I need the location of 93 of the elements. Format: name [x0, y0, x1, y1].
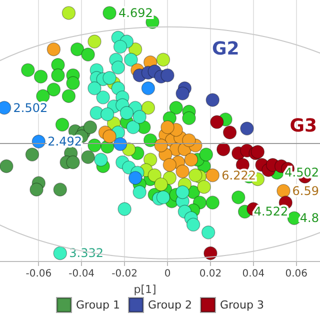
point: [32, 134, 46, 148]
point: [53, 246, 67, 260]
x-tick-label: 0: [164, 268, 171, 280]
annotation: 2.492: [48, 134, 82, 149]
point: [62, 89, 76, 103]
point: [118, 202, 132, 216]
x-tick-label: 0.02: [199, 268, 222, 280]
annotation: 4.8: [300, 211, 320, 226]
point: [206, 196, 220, 210]
annotation: 4.502: [284, 166, 320, 180]
point: [156, 52, 170, 67]
annotation: 6.59: [292, 184, 319, 198]
point: [113, 137, 128, 151]
point: [222, 126, 237, 140]
point: [96, 90, 110, 104]
point: [141, 100, 156, 115]
point: [70, 42, 84, 56]
point: [148, 168, 162, 182]
x-axis-title: p[1]: [134, 282, 156, 296]
point: [113, 40, 128, 54]
point: [55, 118, 70, 132]
point: [276, 184, 290, 198]
point: [102, 71, 116, 85]
point: [240, 122, 254, 136]
point: [30, 182, 44, 196]
point: [81, 150, 95, 164]
point: [126, 120, 140, 134]
legend-label: Group 3: [220, 298, 264, 312]
annotation: 4.692: [118, 6, 153, 20]
point: [182, 133, 196, 148]
point: [21, 63, 35, 77]
point: [216, 142, 230, 156]
point: [94, 152, 108, 167]
point: [201, 226, 216, 240]
point: [176, 185, 190, 200]
point: [160, 68, 174, 82]
point: [34, 70, 48, 84]
point: [88, 81, 102, 96]
point: [206, 168, 220, 182]
x-tick-label: -0.04: [68, 268, 95, 280]
point: [111, 60, 125, 74]
legend-label: Group 2: [148, 298, 192, 312]
x-tick-label: -0.02: [112, 268, 138, 280]
point: [36, 89, 50, 103]
point: [184, 152, 198, 167]
point: [204, 246, 218, 260]
point: [154, 138, 168, 152]
point: [132, 110, 146, 124]
point: [176, 86, 190, 100]
point: [160, 120, 174, 134]
point: [46, 42, 61, 56]
point: [199, 148, 214, 162]
point: [100, 107, 114, 122]
point: [51, 68, 65, 82]
point: [188, 168, 202, 182]
point: [176, 164, 190, 178]
x-tick-label: 0.04: [242, 268, 265, 280]
legend-label: Group 1: [76, 298, 120, 312]
x-tick-label: 0.06: [285, 268, 308, 280]
point: [83, 120, 98, 134]
point: [120, 106, 134, 120]
point: [66, 76, 80, 90]
annotation: G2: [212, 38, 240, 60]
point: [186, 218, 200, 232]
point: [128, 171, 142, 185]
x-tick-label: -0.06: [26, 268, 52, 280]
point: [102, 129, 116, 144]
point: [124, 52, 138, 67]
annotation: G3: [290, 116, 318, 136]
point: [88, 138, 102, 152]
point: [197, 180, 211, 194]
point: [0, 159, 14, 174]
point: [162, 158, 177, 172]
point: [132, 185, 146, 200]
point: [81, 48, 95, 62]
point: [206, 93, 220, 107]
point: [144, 152, 158, 167]
point: [88, 34, 102, 48]
point: [182, 111, 196, 126]
point: [156, 190, 170, 204]
point: [62, 6, 76, 20]
point: [154, 178, 168, 192]
point: [46, 82, 61, 96]
point: [250, 145, 265, 159]
point: [25, 148, 40, 162]
point: [66, 155, 80, 170]
point: [232, 190, 246, 204]
point: [53, 182, 67, 196]
point: [102, 6, 116, 20]
point: [169, 100, 183, 115]
point: [210, 115, 224, 129]
annotation: 2.502: [13, 100, 48, 115]
point: [141, 81, 156, 96]
